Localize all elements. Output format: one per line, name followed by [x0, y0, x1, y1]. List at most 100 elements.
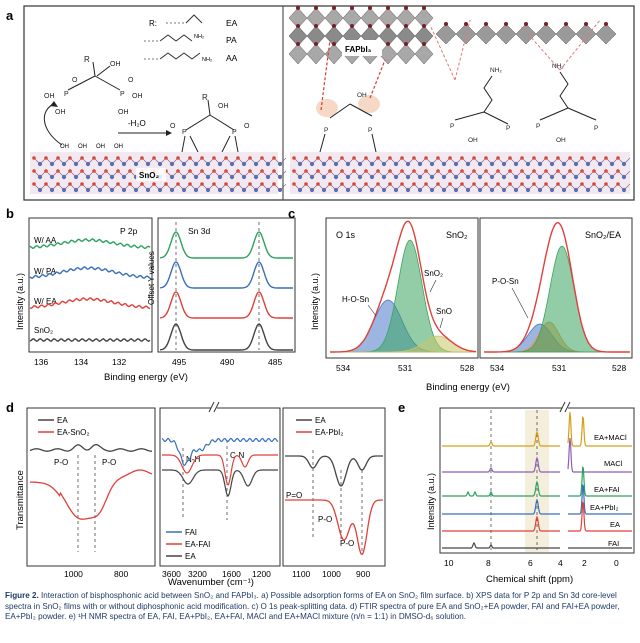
d-tick-900: 900	[356, 569, 370, 579]
oxygen-atom	[328, 156, 332, 160]
oxygen-atom	[376, 182, 380, 186]
tin-atom	[145, 161, 151, 167]
svg-text:O: O	[72, 77, 78, 84]
e-tick-8: 8	[486, 558, 491, 568]
iodine-atom	[404, 42, 408, 46]
pbi6-octahedron	[575, 23, 597, 45]
oxygen-atom	[400, 182, 404, 186]
tin-atom	[429, 161, 435, 167]
axis-break-d	[211, 402, 217, 414]
oxygen-atom	[592, 156, 596, 160]
tin-atom	[417, 174, 423, 180]
iodine-atom	[296, 24, 300, 28]
oxygen-atom	[92, 156, 96, 160]
oxygen-atom	[520, 169, 524, 173]
r-pa-nh2: NH₂	[194, 34, 204, 40]
tin-atom	[573, 161, 579, 167]
svg-text:OH: OH	[55, 109, 66, 116]
oxygen-atom	[236, 169, 240, 173]
tin-atom	[277, 174, 283, 180]
pbi6-octahedron	[306, 43, 326, 65]
iodine-atom	[422, 42, 426, 46]
oxygen-atom	[616, 156, 620, 160]
tin-atom	[97, 161, 103, 167]
svg-text:OH: OH	[468, 137, 478, 144]
pbi6-octahedron	[495, 23, 517, 45]
tin-atom	[229, 161, 235, 167]
r-aa-text: AA	[226, 53, 238, 63]
annot-p-o-double: P=O	[286, 491, 302, 500]
oxygen-atom	[272, 182, 276, 186]
e-tick-6: 6	[528, 558, 533, 568]
tin-atom	[73, 187, 79, 193]
tin-atom	[561, 174, 567, 180]
iodine-atom	[464, 22, 468, 26]
oxygen-atom	[520, 182, 524, 186]
tin-atom	[217, 187, 223, 193]
d-tick-3600: 3600	[162, 569, 181, 579]
pbi6-octahedron	[435, 23, 457, 45]
panel-b-right-title: Sn 3d	[188, 226, 210, 236]
oxygen-atom	[604, 169, 608, 173]
oxygen-atom	[152, 182, 156, 186]
oxygen-atom	[248, 182, 252, 186]
p2p-curve-0	[29, 238, 151, 250]
bound-bisphosphonate-molecule: R OH P P O O	[170, 93, 250, 153]
nmr-left-2	[442, 480, 560, 497]
oxygen-atom	[128, 182, 132, 186]
oxygen-atom	[236, 182, 240, 186]
tin-atom	[405, 161, 411, 167]
pbi6-octahedron	[414, 43, 434, 65]
oxygen-atom	[316, 182, 320, 186]
envelope-left	[330, 220, 477, 353]
tin-atom	[489, 174, 495, 180]
oxygen-atom	[496, 156, 500, 160]
annot-po-1: P-O	[54, 458, 68, 467]
tin-atom	[181, 174, 187, 180]
panel-c-title: O 1s	[336, 230, 356, 240]
nmr-right-0	[567, 412, 632, 447]
iodine-atom	[368, 6, 372, 10]
annot-po-3: P-O	[318, 515, 332, 524]
tin-atom	[345, 161, 351, 167]
tin-atom	[265, 161, 271, 167]
oxygen-atom	[436, 182, 440, 186]
oxygen-atom	[520, 156, 524, 160]
oxygen-atom	[460, 182, 464, 186]
tin-atom	[345, 174, 351, 180]
oxygen-atom	[80, 169, 84, 173]
oxygen-atom	[544, 156, 548, 160]
oxygen-atom	[164, 182, 168, 186]
iodine-atom	[504, 22, 508, 26]
iodine-atom	[422, 24, 426, 28]
legend1-easno2: EA-SnO₂	[57, 428, 89, 437]
oxygen-atom	[116, 156, 120, 160]
minus-h2o-label: -H₂O	[128, 119, 146, 128]
tin-atom	[489, 161, 495, 167]
tin-atom	[309, 187, 315, 193]
tin-atom	[501, 174, 507, 180]
tin-atom	[549, 174, 555, 180]
tin-atom	[37, 161, 43, 167]
tin-atom	[525, 187, 531, 193]
oxygen-atom	[140, 182, 144, 186]
oxygen-atom	[472, 182, 476, 186]
oxygen-atom	[592, 182, 596, 186]
sn3d-curve-0	[159, 231, 293, 259]
tin-atom	[549, 161, 555, 167]
tin-atom	[561, 161, 567, 167]
r-aa-chain	[159, 52, 201, 60]
oxygen-atom	[188, 156, 192, 160]
r-pa-chain	[159, 34, 193, 42]
tin-atom	[369, 161, 375, 167]
oxygen-atom	[44, 182, 48, 186]
iodine-atom	[404, 24, 408, 28]
tin-atom	[241, 161, 247, 167]
panel-b-tick-490: 490	[220, 357, 234, 367]
tin-atom	[85, 174, 91, 180]
oxygen-atom	[604, 182, 608, 186]
oxygen-atom	[32, 156, 36, 160]
tin-atom	[297, 187, 303, 193]
tin-atom	[573, 187, 579, 193]
panel-d-label: d	[6, 400, 14, 415]
